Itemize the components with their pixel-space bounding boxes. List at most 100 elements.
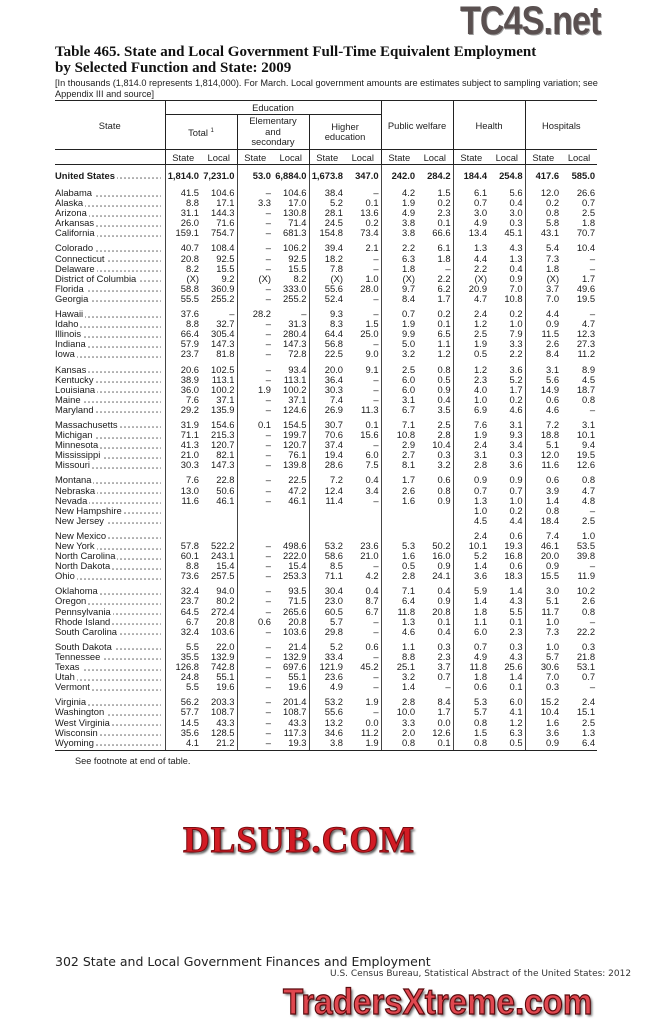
value-cell: 55.6: [324, 283, 343, 294]
table-row: Hawaii 37.6–28.2–9.3–0.7 0.2 2.4 0.2 4.4–: [55, 304, 597, 320]
value-cell: 45.1: [489, 228, 526, 239]
value-cell: 4.0: [474, 384, 488, 395]
value-cell: 0.1: [345, 414, 382, 431]
footnote-marker: 1: [210, 127, 214, 134]
value-cell: –: [265, 474, 271, 486]
table-row: Kansas 20.6 102.5 –93.4 20.0 9.1 2.5 0.8 1.2 3.6 3…: [55, 359, 597, 375]
value-cell: 697.6: [273, 662, 310, 673]
value-cell: 93.4: [273, 359, 310, 375]
value-cell: 8.7: [345, 596, 382, 607]
table-row: Arkansas 26.0 71.6 –71.4 24.5 0.2 3.8 0.1 4.9 0.3…: [55, 218, 597, 229]
dot-leader: Florida: [55, 283, 161, 294]
value-cell: [345, 525, 382, 541]
value-cell: 8.8: [185, 198, 199, 209]
value-cell: 0.6: [489, 525, 526, 541]
value-cell: 1.8: [582, 218, 596, 229]
value-cell: 14.5: [180, 717, 199, 728]
dot-leader: New Mexico: [55, 530, 161, 541]
value-cell: 184.4: [463, 169, 488, 181]
table-row: Arizona 31.1 144.3 –130.8 28.1 13.6 4.9 2.3 3.0 3…: [55, 208, 597, 219]
value-cell: –: [265, 485, 271, 496]
value-cell: 19.5: [576, 450, 596, 461]
value-cell: –: [417, 682, 454, 693]
state-name: Minnesota: [55, 440, 101, 451]
value-cell: 71.1: [324, 571, 343, 582]
value-cell: 7.0: [546, 293, 560, 304]
value-cell: –: [265, 626, 271, 637]
value-cell: –: [345, 651, 382, 663]
value-cell: 14.9: [540, 384, 560, 395]
state-name: North Dakota: [55, 561, 113, 572]
state-name-cell: New Hampshire: [55, 505, 166, 516]
value-cell: 20.9: [468, 283, 488, 294]
value-cell: 1.0: [582, 529, 596, 541]
value-cell: 8.4: [546, 349, 560, 360]
state-name: Wisconsin: [55, 727, 100, 738]
value-cell: 2.0: [402, 727, 416, 738]
value-cell: 9.2: [201, 273, 238, 284]
value-cell: 2.7: [402, 450, 416, 461]
value-cell: 24.5: [324, 218, 343, 229]
dot-leader: North Dakota: [55, 561, 161, 572]
value-cell: 2.4: [474, 440, 488, 451]
value-cell: 2.5: [582, 717, 596, 728]
value-cell: 4.6: [489, 404, 526, 415]
header-state: State: [55, 100, 165, 150]
dot-leader: Delaware: [55, 263, 161, 274]
dot-leader: Kentucky: [55, 374, 161, 385]
header-public-welfare: Public welfare: [380, 100, 454, 150]
value-cell: –: [589, 308, 596, 320]
state-name: District of Columbia: [55, 273, 139, 284]
state-name-cell: New York: [55, 541, 166, 552]
value-cell: 203.3: [201, 692, 238, 708]
value-cell: 28.0: [345, 283, 382, 294]
state-name-cell: District of Columbia: [55, 273, 166, 284]
subheader-local: Local: [273, 149, 309, 165]
table-row: Ohio 73.6 257.5 –253.3 71.1 4.2 2.8 24.1 3.6 18.3…: [55, 571, 597, 582]
state-name-cell: New Mexico: [55, 525, 166, 541]
value-cell: 8.2: [273, 273, 310, 284]
value-cell: 2.3: [417, 651, 454, 663]
table-row: Wisconsin 35.6 128.5 –117.3 34.6 11.2 2.0 12.6 1…: [55, 727, 597, 738]
value-cell: 46.1: [540, 541, 560, 551]
value-cell: 0.4: [417, 581, 454, 597]
value-cell: 3.0: [546, 585, 560, 597]
value-cell: 12.3: [576, 329, 596, 340]
value-cell: 1.5: [474, 727, 488, 738]
state-name-cell: Texas: [55, 662, 166, 673]
value-cell: 43.1: [540, 228, 560, 239]
value-cell: 102.5: [201, 359, 238, 375]
value-cell: [201, 505, 238, 516]
value-cell: 5.6: [489, 183, 526, 199]
table-row: Missouri 30.3 147.3 –139.8 28.6 7.5 8.1 3.2 2.8 3…: [55, 460, 597, 471]
value-cell: 20.8: [417, 606, 454, 617]
value-cell: 0.9: [489, 470, 526, 486]
value-cell: 27.3: [576, 339, 596, 350]
value-cell: –: [265, 208, 271, 219]
subheader-local: Local: [489, 149, 526, 165]
value-cell: 254.8: [489, 164, 526, 183]
value-cell: 144.3: [201, 208, 238, 219]
value-cell: 3.2: [417, 460, 454, 471]
value-cell: 39.8: [576, 551, 596, 562]
dot-leader: Nebraska: [55, 485, 161, 496]
value-cell: 6.0: [402, 384, 416, 395]
table-row: Massachusetts 31.9 154.6 0.1 154.5 30.7 0.1 7.1…: [55, 414, 597, 431]
value-cell: 43.3: [201, 717, 238, 728]
state-name-cell: Colorado: [55, 238, 166, 254]
value-cell: 10.4: [417, 440, 454, 451]
value-cell: 1.7: [582, 273, 596, 284]
value-cell: [381, 516, 417, 526]
state-name: Montana: [55, 475, 94, 486]
value-cell: 3.8: [309, 737, 345, 751]
value-cell: 1.6: [402, 551, 416, 562]
value-cell: 100.2: [273, 384, 310, 395]
value-cell: –: [345, 304, 382, 320]
value-cell: 0.6: [546, 474, 560, 486]
value-cell: 9.3: [489, 430, 526, 441]
value-cell: 0.3: [546, 682, 560, 693]
value-cell: 585.0: [571, 169, 596, 181]
value-cell: 7.4: [546, 529, 560, 541]
value-cell: 4.9: [474, 651, 488, 662]
value-cell: 4.3: [489, 596, 526, 607]
